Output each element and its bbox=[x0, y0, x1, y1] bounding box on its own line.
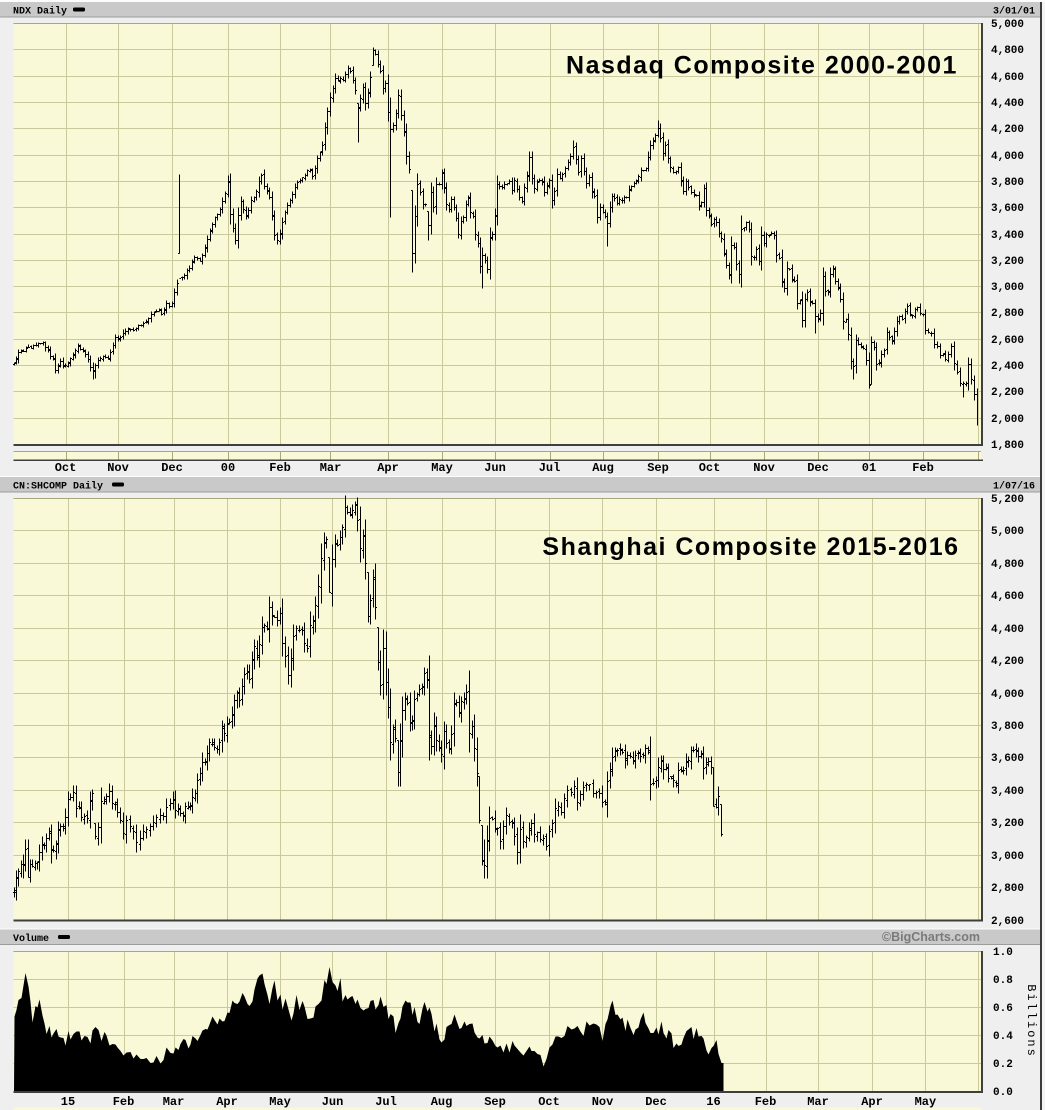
svg-text:3,800: 3,800 bbox=[991, 177, 1024, 189]
svg-text:Nasdaq Composite 2000-2001: Nasdaq Composite 2000-2001 bbox=[566, 52, 958, 80]
svg-text:Feb: Feb bbox=[755, 1095, 777, 1109]
svg-text:16: 16 bbox=[706, 1095, 720, 1109]
svg-text:4,400: 4,400 bbox=[991, 98, 1024, 110]
svg-text:May: May bbox=[431, 461, 453, 475]
svg-text:0.2: 0.2 bbox=[993, 1059, 1013, 1071]
svg-text:15: 15 bbox=[61, 1095, 75, 1109]
svg-text:Billions: Billions bbox=[1024, 984, 1038, 1058]
svg-text:Sep: Sep bbox=[647, 461, 669, 475]
svg-text:3/01/01: 3/01/01 bbox=[993, 6, 1035, 18]
svg-text:Nov: Nov bbox=[107, 461, 129, 475]
svg-text:Nov: Nov bbox=[753, 461, 775, 475]
svg-text:Oct: Oct bbox=[55, 461, 77, 475]
svg-text:CN:SHCOMP Daily: CN:SHCOMP Daily bbox=[13, 481, 103, 493]
svg-text:0.8: 0.8 bbox=[993, 975, 1013, 987]
svg-text:Jun: Jun bbox=[322, 1095, 344, 1109]
svg-text:3,200: 3,200 bbox=[991, 256, 1024, 268]
svg-text:1/07/16: 1/07/16 bbox=[993, 481, 1035, 493]
svg-text:2,600: 2,600 bbox=[991, 916, 1024, 928]
svg-text:00: 00 bbox=[221, 461, 235, 475]
svg-text:4,200: 4,200 bbox=[991, 656, 1024, 668]
svg-text:4,600: 4,600 bbox=[991, 591, 1024, 603]
svg-text:Dec: Dec bbox=[645, 1095, 667, 1109]
svg-text:0.0: 0.0 bbox=[993, 1087, 1013, 1099]
svg-text:5,000: 5,000 bbox=[991, 526, 1024, 538]
svg-text:Aug: Aug bbox=[431, 1095, 453, 1109]
svg-text:Apr: Apr bbox=[216, 1095, 238, 1109]
svg-text:2,200: 2,200 bbox=[991, 387, 1024, 399]
svg-text:Dec: Dec bbox=[807, 461, 829, 475]
svg-text:Oct: Oct bbox=[699, 461, 721, 475]
svg-text:NDX Daily: NDX Daily bbox=[13, 6, 67, 18]
svg-text:Volume: Volume bbox=[13, 933, 49, 945]
svg-text:1,800: 1,800 bbox=[991, 440, 1024, 452]
svg-text:Feb: Feb bbox=[269, 461, 291, 475]
svg-text:4,800: 4,800 bbox=[991, 559, 1024, 571]
svg-text:3,600: 3,600 bbox=[991, 753, 1024, 765]
svg-text:2,000: 2,000 bbox=[991, 414, 1024, 426]
svg-text:4,800: 4,800 bbox=[991, 45, 1024, 57]
svg-text:Jun: Jun bbox=[484, 461, 506, 475]
svg-text:4,000: 4,000 bbox=[991, 689, 1024, 701]
svg-text:May: May bbox=[915, 1095, 937, 1109]
svg-text:2,800: 2,800 bbox=[991, 308, 1024, 320]
svg-text:0.6: 0.6 bbox=[993, 1003, 1013, 1015]
svg-text:0.4: 0.4 bbox=[993, 1031, 1013, 1043]
svg-text:Mar: Mar bbox=[807, 1095, 829, 1109]
svg-text:Nov: Nov bbox=[592, 1095, 614, 1109]
svg-text:May: May bbox=[269, 1095, 291, 1109]
svg-text:3,000: 3,000 bbox=[991, 851, 1024, 863]
svg-text:5,200: 5,200 bbox=[991, 494, 1024, 506]
svg-text:Dec: Dec bbox=[161, 461, 183, 475]
svg-text:Mar: Mar bbox=[163, 1095, 185, 1109]
svg-text:Aug: Aug bbox=[592, 461, 614, 475]
svg-text:Oct: Oct bbox=[538, 1095, 560, 1109]
svg-text:2,400: 2,400 bbox=[991, 361, 1024, 373]
svg-text:3,200: 3,200 bbox=[991, 818, 1024, 830]
svg-text:2,800: 2,800 bbox=[991, 883, 1024, 895]
svg-text:3,600: 3,600 bbox=[991, 203, 1024, 215]
svg-text:3,400: 3,400 bbox=[991, 230, 1024, 242]
svg-text:4,400: 4,400 bbox=[991, 624, 1024, 636]
svg-text:Jul: Jul bbox=[375, 1095, 397, 1109]
svg-text:Shanghai Composite 2015-2016: Shanghai Composite 2015-2016 bbox=[542, 533, 959, 561]
svg-text:2,600: 2,600 bbox=[991, 335, 1024, 347]
svg-text:1.0: 1.0 bbox=[993, 947, 1013, 959]
svg-text:Mar: Mar bbox=[320, 461, 342, 475]
svg-text:Sep: Sep bbox=[484, 1095, 506, 1109]
svg-text:Feb: Feb bbox=[113, 1095, 135, 1109]
svg-text:5,000: 5,000 bbox=[991, 19, 1024, 31]
svg-text:4,200: 4,200 bbox=[991, 124, 1024, 136]
svg-text:©BigCharts.com: ©BigCharts.com bbox=[882, 930, 980, 944]
svg-text:3,800: 3,800 bbox=[991, 721, 1024, 733]
svg-text:4,600: 4,600 bbox=[991, 72, 1024, 84]
svg-text:Feb: Feb bbox=[912, 461, 934, 475]
svg-text:Apr: Apr bbox=[861, 1095, 883, 1109]
svg-text:Jul: Jul bbox=[539, 461, 561, 475]
svg-text:4,000: 4,000 bbox=[991, 151, 1024, 163]
svg-text:01: 01 bbox=[862, 461, 876, 475]
svg-text:3,000: 3,000 bbox=[991, 282, 1024, 294]
svg-text:Apr: Apr bbox=[377, 461, 399, 475]
svg-text:3,400: 3,400 bbox=[991, 786, 1024, 798]
